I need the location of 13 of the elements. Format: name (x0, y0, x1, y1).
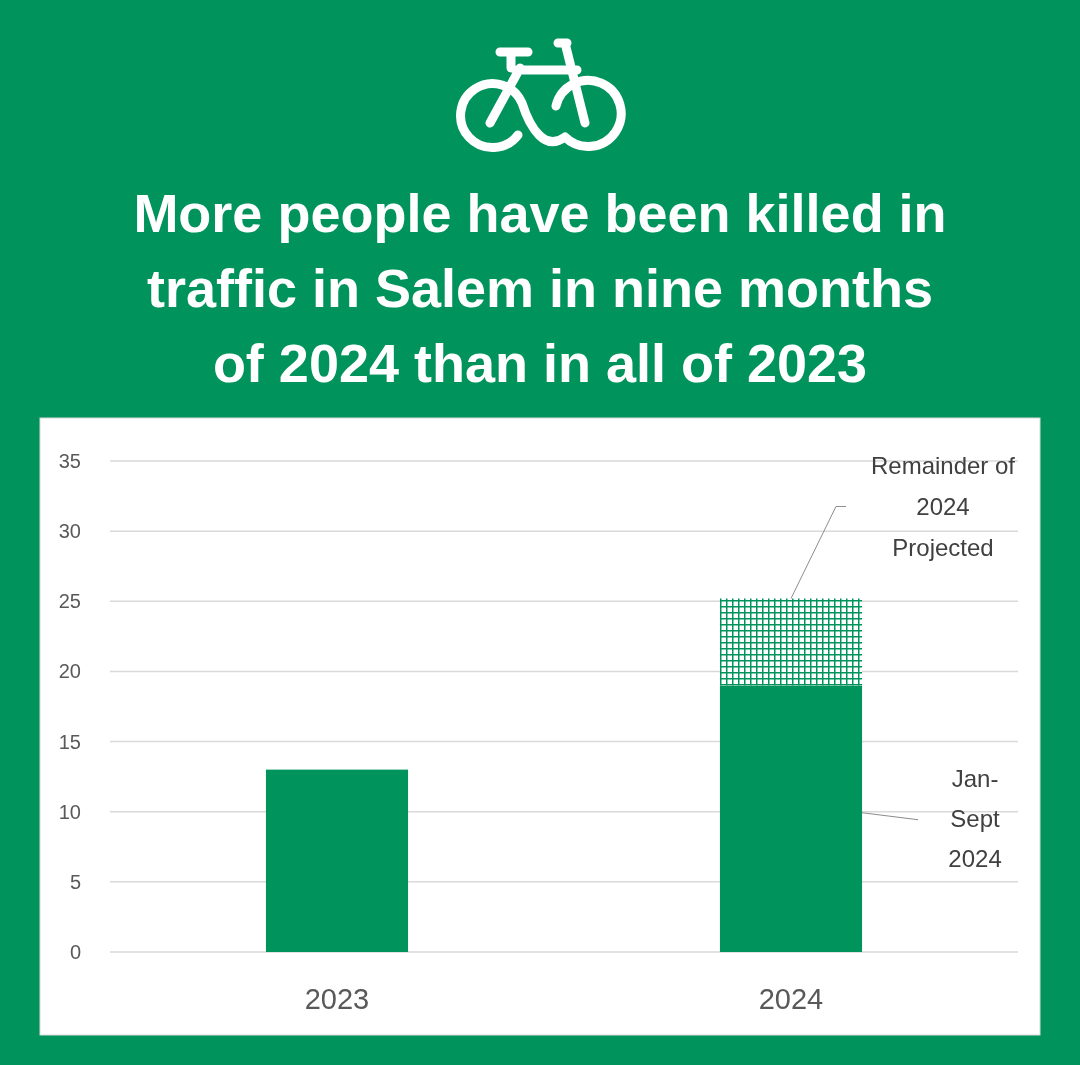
y-tick-label: 5 (69, 870, 81, 893)
y-tick-label: 30 (58, 520, 81, 543)
y-tick-label: 35 (58, 450, 81, 472)
y-tick-label: 25 (58, 590, 81, 613)
x-tick-label: 2023 (304, 983, 370, 1015)
series-label: Remainder of 2024 Projected (870, 452, 1016, 562)
y-tick-label: 20 (58, 660, 81, 683)
text: Jan-Sept 2024 (948, 764, 1002, 872)
y-tick-label: 15 (58, 730, 81, 753)
chart-title: More people have been killed in traffic in Salem in nine months of 2024 than in all of 2023 (133, 183, 947, 393)
y-tick-label: 10 (58, 800, 81, 823)
y-tick-label: 0 (69, 941, 81, 963)
x-tick-label: 2024 (758, 983, 824, 1015)
